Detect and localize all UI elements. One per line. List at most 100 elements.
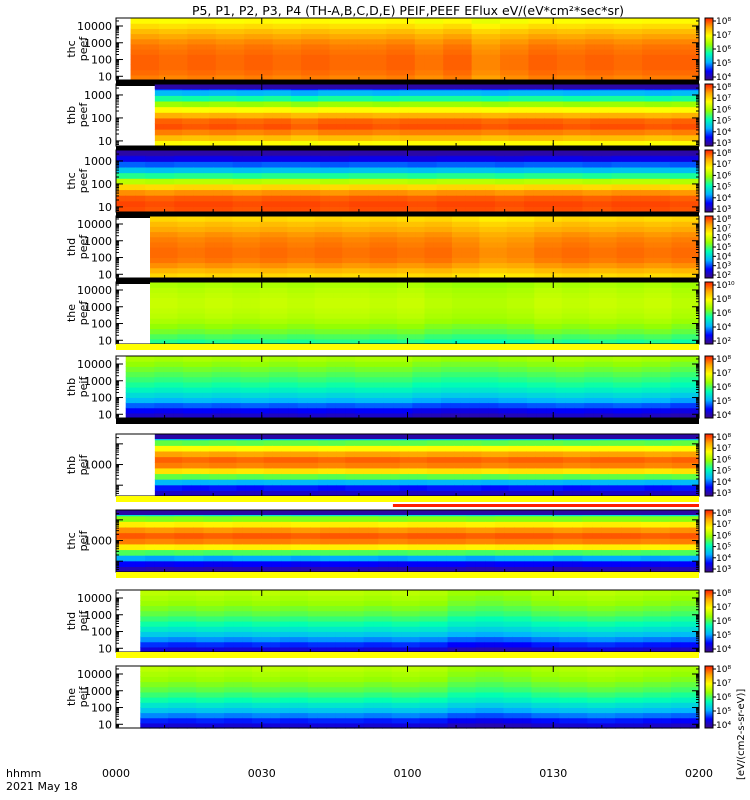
- heatmap-cell: [543, 231, 554, 238]
- heatmap-cell: [488, 361, 499, 367]
- heatmap-cell: [206, 33, 217, 40]
- heatmap-cell: [689, 302, 700, 309]
- heatmap-cell: [640, 155, 652, 162]
- heatmap-cell: [288, 407, 299, 414]
- heatmap-cell: [461, 287, 471, 293]
- heatmap-cell: [527, 366, 538, 373]
- heatmap-cell: [593, 412, 605, 419]
- heatmap-cell: [471, 33, 482, 40]
- heatmap-cell: [395, 59, 406, 66]
- heatmap-cell: [572, 183, 583, 191]
- heatmap-cell: [342, 297, 352, 304]
- heatmap-cell: [300, 155, 311, 162]
- heatmap-cell: [222, 195, 234, 202]
- heatmap-cell: [278, 257, 288, 264]
- heatmap-cell: [329, 166, 341, 174]
- heatmap-cell: [470, 323, 480, 330]
- heatmap-cell: [479, 318, 490, 324]
- heatmap-cell: [470, 292, 480, 299]
- heatmap-cell: [426, 172, 438, 179]
- heatmap-cell: [192, 387, 203, 393]
- heatmap-cell: [363, 112, 374, 119]
- heatmap-cell: [526, 89, 537, 96]
- heatmap-cell: [644, 338, 654, 345]
- heatmap-cell: [689, 307, 700, 314]
- heatmap-cell: [616, 216, 627, 222]
- heatmap-cell: [442, 267, 453, 274]
- heatmap-cell: [135, 166, 146, 174]
- heatmap-cell: [426, 155, 438, 162]
- heatmap-cell: [642, 74, 653, 81]
- heatmap-cell: [660, 371, 671, 378]
- heatmap-cell: [424, 38, 435, 45]
- heatmap-cell: [184, 200, 195, 207]
- heatmap-cell: [451, 297, 462, 304]
- heatmap-cell: [214, 297, 224, 304]
- heatmap-cell: [603, 397, 614, 404]
- heatmap-cell: [689, 371, 700, 378]
- heatmap-cell: [599, 106, 609, 113]
- heatmap-cell: [634, 313, 645, 319]
- heatmap-cell: [367, 43, 378, 50]
- heatmap-cell: [253, 49, 264, 55]
- heatmap-cell: [405, 23, 416, 29]
- heatmap-cell: [479, 257, 490, 264]
- heatmap-cell: [572, 106, 582, 113]
- heatmap-cell: [323, 216, 334, 222]
- heatmap-cell: [390, 89, 401, 96]
- heatmap-cell: [580, 236, 590, 243]
- heatmap-cell: [268, 307, 279, 314]
- heatmap-cell: [381, 100, 392, 108]
- heatmap-cell: [572, 112, 582, 119]
- heatmap-cell: [314, 231, 325, 238]
- heatmap-cell: [634, 302, 645, 309]
- heatmap-cell: [173, 439, 183, 446]
- heatmap-cell: [524, 172, 535, 179]
- heatmap-cell: [500, 59, 511, 66]
- heatmap-cell: [584, 371, 595, 378]
- heatmap-cell: [342, 282, 352, 288]
- heatmap-cell: [509, 28, 520, 35]
- heatmap-cell: [200, 467, 210, 475]
- heatmap-cell: [323, 333, 334, 340]
- heatmap-cell: [499, 123, 510, 130]
- heatmap-cell: [278, 381, 289, 388]
- heatmap-cell: [195, 287, 206, 293]
- heatmap-cell: [348, 74, 359, 81]
- heatmap-cell: [572, 195, 583, 202]
- heatmap-cell: [561, 272, 572, 279]
- heatmap-cell: [253, 74, 264, 81]
- heatmap-cell: [662, 100, 673, 108]
- heatmap-cell: [135, 161, 146, 168]
- heatmap-cell: [446, 195, 457, 202]
- heatmap-cell: [625, 241, 636, 248]
- heatmap-cell: [397, 231, 407, 238]
- heatmap-cell: [259, 252, 270, 258]
- heatmap-cell: [287, 338, 298, 345]
- heatmap-cell: [616, 231, 627, 238]
- heatmap-cell: [433, 297, 444, 304]
- heatmap-cell: [154, 134, 165, 141]
- heatmap-cell: [204, 333, 215, 340]
- heatmap-cell: [182, 100, 192, 108]
- heatmap-cell: [204, 307, 215, 314]
- heatmap-cell: [159, 313, 169, 319]
- heatmap-cell: [230, 371, 241, 378]
- heatmap-cell: [555, 412, 566, 419]
- y-tick-label: 10000: [77, 358, 112, 371]
- heatmap-cell: [574, 407, 585, 414]
- heatmap-cell: [369, 318, 380, 324]
- heatmap-cell: [355, 387, 366, 393]
- heatmap-cell: [316, 366, 327, 373]
- heatmap-cell: [517, 412, 528, 419]
- heatmap-cell: [507, 376, 519, 383]
- heatmap-cell: [355, 361, 366, 367]
- heatmap-cell: [451, 216, 462, 222]
- heatmap-cell: [360, 302, 371, 309]
- heatmap-cell: [316, 392, 327, 398]
- heatmap-cell: [562, 189, 574, 196]
- heatmap-cell: [326, 376, 337, 383]
- heatmap-cell: [369, 328, 380, 335]
- heatmap-cell: [555, 397, 566, 404]
- heatmap-cell: [462, 38, 473, 45]
